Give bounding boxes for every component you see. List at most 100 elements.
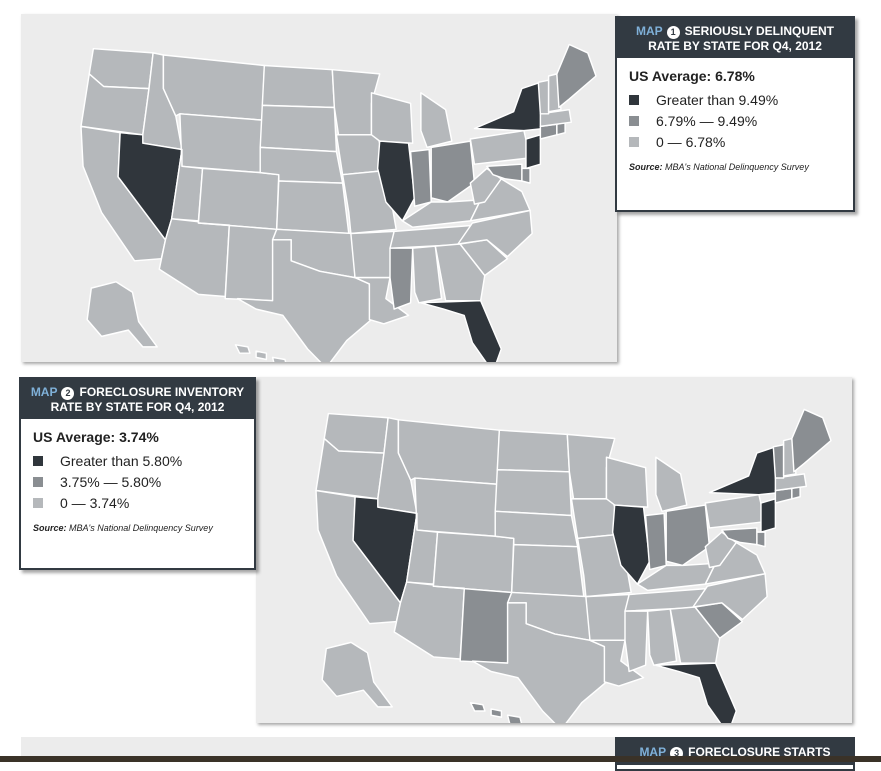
state-ar [350,230,395,279]
state-hi [469,701,523,723]
map2-us-map [315,408,832,723]
legend-swatch-dark [629,95,639,105]
state-fl [655,662,737,723]
state-az [158,218,231,298]
state-hi [234,344,287,362]
source-label: Source: [629,162,663,172]
state-wv [469,167,502,205]
map2-us-average: US Average: 3.74% [33,429,159,445]
state-mi [655,456,688,513]
map1-panel [21,14,617,362]
legend-row-light: 0 — 6.78% [629,134,841,150]
legend-label: Greater than 9.49% [656,92,779,108]
legend-swatch-light [629,137,639,147]
map1-legend-header: MAP 1 SERIOUSLY DELINQUENT RATE BY STATE F… [617,18,853,58]
state-nj [760,498,777,533]
state-oh [430,140,476,203]
state-ny [473,81,546,132]
map1-title-line1: SERIOUSLY DELINQUENT [684,24,835,38]
map1-legend: MAP 1 SERIOUSLY DELINQUENT RATE BY STATE F… [615,16,855,212]
state-nd [496,429,571,473]
map3-title-line1: FORECLOSURE STARTS [688,745,831,759]
state-de [756,531,766,548]
state-tx [471,602,608,723]
source-text: MBA's National Delinquency Survey [665,162,809,172]
state-ms [624,610,649,673]
source-text: MBA's National Delinquency Survey [69,523,213,533]
state-al [646,608,678,666]
state-nj [525,134,542,170]
state-me [556,43,597,109]
legend-row-dark: Greater than 5.80% [33,453,242,469]
map2-title-line1: FORECLOSURE INVENTORY [79,385,245,399]
state-wv [704,531,737,569]
state-fl [420,299,502,362]
legend-label: 0 — 6.78% [656,134,726,150]
state-co [197,167,280,231]
state-in [409,148,432,207]
page-edge [0,756,881,762]
state-de [521,167,531,184]
map2-legend: MAP 2 FORECLOSURE INVENTORY RATE BY STATE … [19,377,256,570]
state-ks [275,180,350,235]
state-la [589,639,645,687]
source-label: Source: [33,523,67,533]
state-ga [434,243,486,302]
legend-row-dark: Greater than 9.49% [629,92,841,108]
state-wi [370,92,414,144]
legend-row-light: 0 — 3.74% [33,495,242,511]
map1-title-line2: RATE BY STATE FOR Q4, 2012 [648,39,822,53]
state-pa [469,129,531,165]
legend-label: Greater than 5.80% [60,453,183,469]
legend-label: 3.75% — 5.80% [60,474,162,490]
state-ks [510,543,585,598]
state-wi [605,456,649,508]
state-ms [389,247,414,310]
state-sd [494,468,573,517]
map1-us-map [80,43,597,362]
legend-swatch-mid [33,477,43,487]
legend-swatch-mid [629,116,639,126]
state-me [791,408,832,473]
legend-swatch-light [33,498,43,508]
legend-swatch-dark [33,456,43,466]
legend-row-mid: 3.75% — 5.80% [33,474,242,490]
state-nd [261,64,336,109]
state-oh [665,504,711,567]
state-sd [259,104,338,153]
state-wy [414,477,499,538]
state-in [644,512,667,571]
legend-row-mid: 6.79% — 9.49% [629,113,841,129]
state-ga [669,606,721,664]
map2-source: Source: MBA's National Delinquency Surve… [33,523,242,533]
state-vt [772,444,785,479]
state-ny [708,446,781,496]
state-mt [162,54,266,121]
state-mi [420,92,453,149]
map2-legend-header: MAP 2 FORECLOSURE INVENTORY RATE BY STATE … [21,379,254,419]
map-number-badge: 1 [666,26,680,39]
state-al [411,245,443,304]
state-ak [86,281,158,348]
state-mt [397,419,501,486]
state-vt [537,79,550,115]
state-wy [179,113,264,174]
map1-us-average: US Average: 6.78% [629,68,755,84]
state-ak [321,641,393,708]
map-label: MAP [635,24,663,38]
map2-title-line2: RATE BY STATE FOR Q4, 2012 [50,400,225,414]
map3-legend: MAP 3 FORECLOSURE STARTS [615,737,855,771]
state-md [721,527,758,546]
map-label: MAP [639,745,667,759]
legend-label: 6.79% — 9.49% [656,113,758,129]
map1-source: Source: MBA's National Delinquency Surve… [629,162,841,172]
state-az [393,581,466,660]
state-pa [704,493,766,529]
legend-label: 0 — 3.74% [60,495,130,511]
map-label: MAP [30,385,58,399]
map-number-badge: 2 [61,387,75,400]
state-la [354,276,410,325]
map2-panel [256,377,852,723]
state-ar [585,593,630,642]
state-tx [236,239,373,362]
